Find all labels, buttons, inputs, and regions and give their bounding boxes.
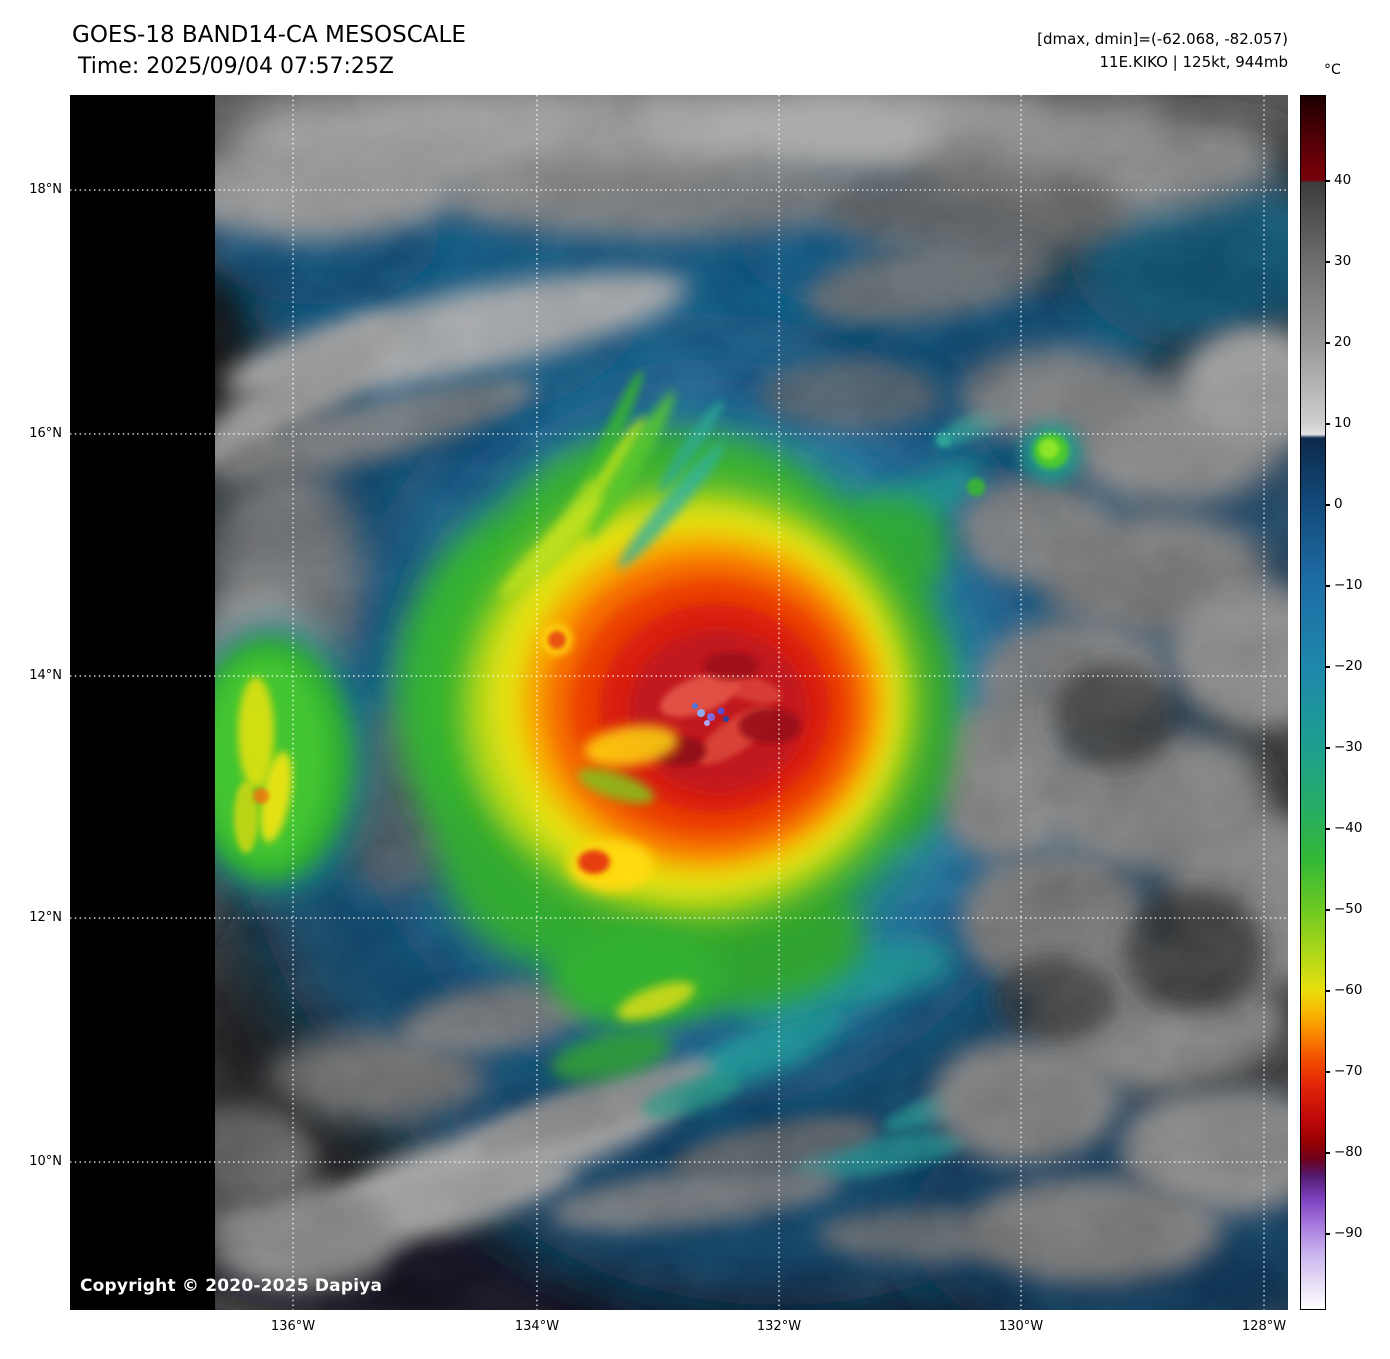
- colorbar-tick-label: 0: [1334, 496, 1343, 513]
- colorbar-tick-label: 10: [1334, 415, 1352, 432]
- lon-tick-label: 136°W: [270, 1319, 316, 1334]
- colorbar-tick-label: −50: [1334, 901, 1363, 918]
- lon-tick-label: 132°W: [756, 1319, 802, 1334]
- colorbar-tick-label: −20: [1334, 658, 1363, 675]
- colorbar-tick: [1326, 585, 1330, 587]
- colorbar-tick: [1326, 828, 1330, 830]
- timestamp-label: Time: 2025/09/04 07:57:25Z: [78, 54, 394, 79]
- colorbar-tick-label: 20: [1334, 334, 1352, 350]
- lat-tick-label: 18°N: [29, 182, 62, 197]
- colorbar-tick-label: −60: [1334, 982, 1363, 999]
- colorbar-gradient: [1301, 96, 1325, 1309]
- colorbar-tick-label: −70: [1334, 1063, 1363, 1079]
- lat-tick-label: 16°N: [29, 425, 62, 441]
- lon-tick-label: 128°W: [1241, 1319, 1287, 1334]
- colorbar-tick: [1326, 1233, 1330, 1235]
- colorbar-tick: [1326, 1071, 1330, 1073]
- colorbar-tick: [1326, 423, 1330, 425]
- satellite-map: Copyright © 2020-2025 Dapiya: [70, 95, 1288, 1310]
- colorbar-tick: [1326, 666, 1330, 668]
- colorbar-tick-label: −90: [1334, 1225, 1363, 1242]
- colorbar-tick-label: −40: [1334, 820, 1363, 836]
- colorbar-tick-label: 30: [1334, 253, 1352, 270]
- lat-tick-label: 10°N: [29, 1154, 62, 1169]
- colorbar-tick-label: −30: [1334, 739, 1363, 756]
- colorbar-tick: [1326, 342, 1330, 344]
- lat-tick-label: 12°N: [29, 910, 62, 926]
- colorbar-tick-label: −10: [1334, 577, 1363, 593]
- lon-tick-label: 130°W: [998, 1319, 1044, 1334]
- colorbar-tick: [1326, 747, 1330, 749]
- colorbar-tick: [1326, 180, 1330, 182]
- colorbar-tick-label: −80: [1334, 1144, 1363, 1161]
- colorbar-tick: [1326, 990, 1330, 992]
- dmax-dmin-annotation: [dmax, dmin]=(-62.068, -82.057): [1037, 30, 1288, 48]
- latlon-grid-overlay: [70, 95, 1288, 1310]
- colorbar-tick: [1326, 261, 1330, 263]
- storm-info-annotation: 11E.KIKO | 125kt, 944mb: [1099, 53, 1288, 71]
- colorbar-tick: [1326, 909, 1330, 911]
- grain-texture-overlay: [215, 95, 1288, 1310]
- lon-tick-label: 134°W: [514, 1319, 560, 1334]
- colorbar-tick: [1326, 504, 1330, 506]
- colorbar-tick: [1326, 1152, 1330, 1154]
- colorbar-tick-label: 40: [1334, 172, 1352, 189]
- colorbar-unit-label: °C: [1324, 62, 1341, 78]
- page-title: GOES-18 BAND14-CA MESOSCALE: [72, 22, 466, 48]
- colorbar: [1300, 95, 1326, 1310]
- lat-tick-label: 14°N: [29, 668, 62, 683]
- satellite-ir-image: [70, 95, 1288, 1310]
- copyright-text: Copyright © 2020-2025 Dapiya: [80, 1276, 383, 1296]
